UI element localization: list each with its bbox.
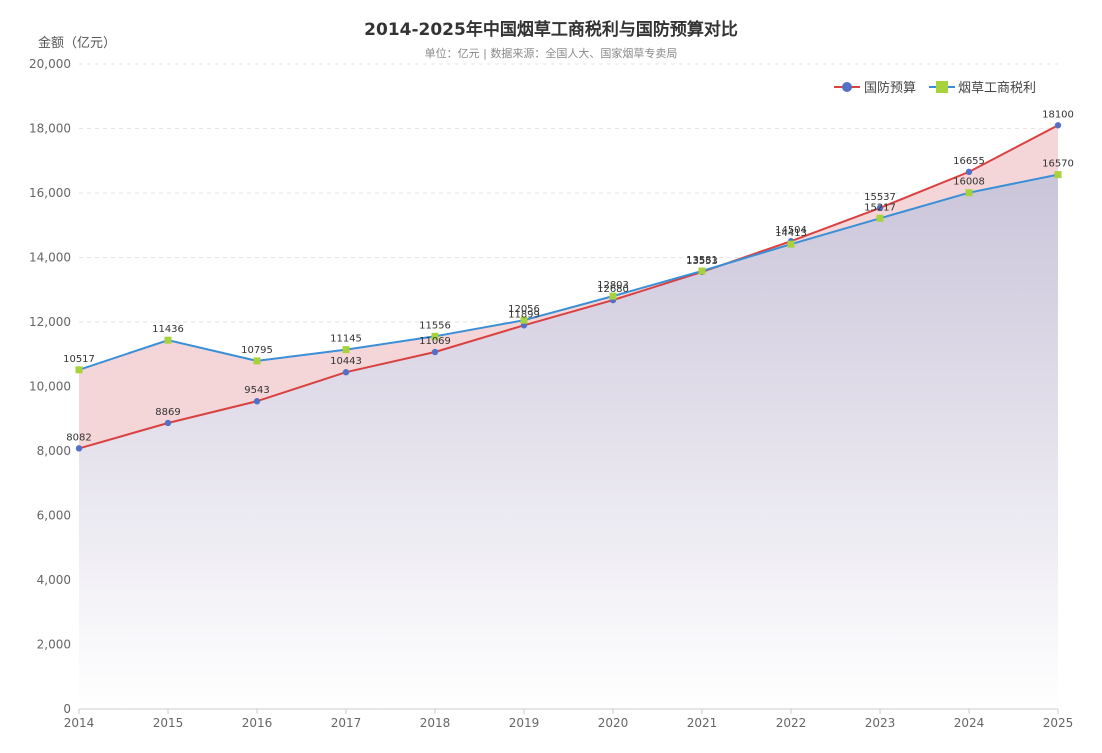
defense-line: [78, 124, 1059, 450]
defense-data-label: 11069: [419, 336, 451, 347]
defense-data-label: 8869: [155, 407, 180, 418]
y-tick-label: 4,000: [37, 573, 71, 587]
tobacco-point: [75, 366, 83, 374]
tobacco-data-label: 10795: [241, 345, 273, 356]
x-tick-label: 2024: [954, 716, 985, 730]
tobacco-data-label: 10517: [63, 354, 95, 365]
tobacco-data-label: 16008: [953, 177, 985, 188]
tobacco-data-label: 11145: [330, 334, 362, 345]
x-tick-label: 2017: [331, 716, 362, 730]
defense-data-label: 16655: [953, 156, 985, 167]
x-axis-ticks: 2014 2015 2016 2017 2018 2019 2020 2021 2022 2023…: [64, 709, 1074, 730]
chart-subtitle: 单位：亿元 | 数据来源：全国人大、国家烟草专卖局: [425, 46, 678, 60]
tobacco-point: [520, 316, 528, 324]
defense-point: [876, 204, 884, 212]
base-area: [79, 174, 1058, 710]
legend-defense-marker: [842, 82, 852, 92]
y-tick-label: 20,000: [29, 57, 71, 71]
y-tick-label: 12,000: [29, 315, 71, 329]
defense-point: [965, 168, 973, 176]
x-tick-label: 2025: [1043, 716, 1074, 730]
tobacco-data-label: 12803: [597, 280, 629, 291]
chart-title: 2014-2025年中国烟草工商税利与国防预算对比: [364, 19, 738, 40]
y-tick-label: 2,000: [37, 638, 71, 652]
x-tick-label: 2019: [509, 716, 540, 730]
legend-item-tobacco[interactable]: 烟草工商税利: [929, 81, 1036, 96]
tobacco-data-label: 11556: [419, 320, 451, 331]
x-tick-label: 2022: [776, 716, 807, 730]
legend[interactable]: 国防预算 烟草工商税利: [834, 80, 1036, 96]
y-axis-label: 金额（亿元）: [38, 35, 116, 51]
defense-data-label: 13553: [686, 256, 718, 267]
tobacco-data-label: 14413: [775, 228, 807, 239]
series-markers: [75, 122, 1062, 452]
defense-data-label: 12680: [597, 284, 629, 295]
defense-data-label: 9543: [244, 385, 269, 396]
y-tick-label: 18,000: [29, 122, 71, 136]
defense-point: [75, 445, 83, 452]
tobacco-point: [253, 357, 261, 365]
y-tick-label: 10,000: [29, 380, 71, 394]
tobacco-point: [876, 214, 884, 222]
tobacco-point: [1054, 171, 1062, 179]
y-tick-label: 0: [63, 702, 71, 716]
defense-data-label: 14504: [775, 225, 807, 236]
y-tick-label: 8,000: [37, 444, 71, 458]
tobacco-point: [698, 267, 706, 275]
x-tick-label: 2021: [687, 716, 718, 730]
defense-point: [164, 419, 172, 427]
tobacco-point: [431, 332, 439, 340]
defense-data-label: 11899: [508, 309, 540, 320]
tobacco-point: [965, 189, 973, 197]
tobacco-point: [342, 346, 350, 354]
defense-data-label: 15537: [864, 192, 896, 203]
y-tick-label: 16,000: [29, 186, 71, 200]
tobacco-data-label: 12056: [508, 304, 540, 315]
legend-tobacco-label: 烟草工商税利: [958, 81, 1036, 96]
legend-tobacco-marker: [936, 81, 948, 93]
x-tick-label: 2015: [153, 716, 184, 730]
defense-point: [431, 348, 439, 356]
area-fills: [79, 125, 1058, 710]
tobacco-point: [787, 240, 795, 248]
x-tick-label: 2023: [865, 716, 896, 730]
tobacco-data-label: 11436: [152, 324, 184, 335]
defense-data-label: 18100: [1042, 109, 1074, 120]
tobacco-data-label: 13581: [686, 255, 718, 266]
y-tick-label: 6,000: [37, 509, 71, 523]
x-tick-label: 2020: [598, 716, 629, 730]
defense-data-label: 8082: [66, 432, 91, 443]
y-tick-label: 14,000: [29, 251, 71, 265]
legend-item-defense[interactable]: 国防预算: [834, 80, 916, 96]
data-labels: 8082 8869 9543 10443 11069 11899 12680 13553 145…: [63, 109, 1074, 443]
defense-surplus-area: [79, 125, 1058, 449]
defense-point: [342, 369, 350, 376]
legend-defense-label: 国防预算: [864, 80, 916, 96]
defense-point: [253, 398, 261, 405]
tobacco-data-label: 15217: [864, 202, 896, 213]
tobacco-point: [164, 336, 172, 344]
tobacco-point: [609, 292, 617, 300]
y-axis-ticks: 0 2,000 4,000 6,000 8,000 10,000 12,000 14,000 1…: [29, 57, 71, 716]
series-lines: [78, 124, 1059, 450]
tobacco-data-label: 16570: [1042, 159, 1074, 170]
defense-point: [1054, 122, 1062, 129]
tobacco-line: [78, 173, 1059, 371]
x-tick-label: 2014: [64, 716, 95, 730]
defense-data-label: 10443: [330, 356, 362, 367]
x-tick-label: 2016: [242, 716, 273, 730]
x-tick-label: 2018: [420, 716, 451, 730]
